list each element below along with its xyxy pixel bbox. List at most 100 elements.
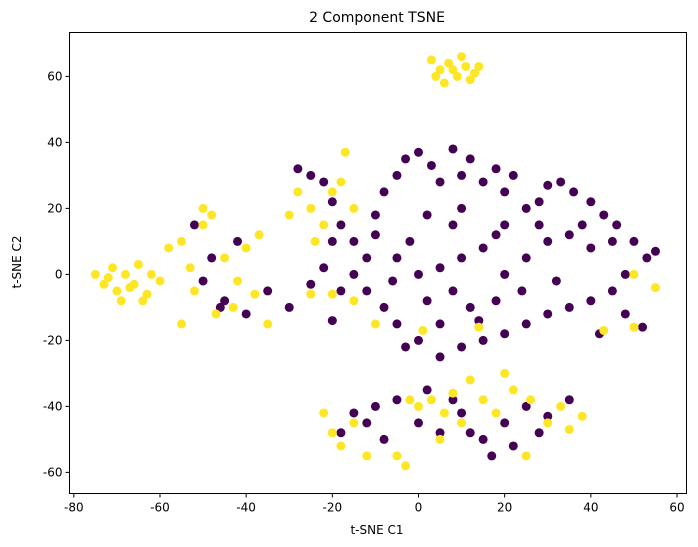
scatter-point	[465, 375, 475, 385]
scatter-point	[500, 418, 510, 428]
scatter-point	[215, 302, 225, 312]
scatter-point	[491, 164, 501, 174]
y-tick-label: 60	[47, 69, 62, 83]
scatter-point	[638, 322, 648, 332]
scatter-point	[327, 236, 337, 246]
scatter-point	[491, 230, 501, 240]
scatter-point	[448, 65, 458, 75]
scatter-point	[228, 302, 238, 312]
scatter-point	[508, 170, 518, 180]
scatter-point	[650, 246, 660, 256]
scatter-point	[392, 170, 402, 180]
x-tick-label: -80	[64, 501, 84, 515]
scatter-point	[401, 154, 411, 164]
scatter-point	[599, 325, 609, 335]
scatter-point	[392, 395, 402, 405]
scatter-point	[478, 395, 488, 405]
scatter-point	[336, 428, 346, 438]
scatter-point	[103, 273, 113, 283]
scatter-point	[370, 401, 380, 411]
scatter-point	[521, 401, 531, 411]
scatter-point	[233, 276, 243, 286]
scatter-point	[521, 451, 531, 461]
scatter-point	[340, 147, 350, 157]
scatter-point	[125, 283, 135, 293]
scatter-point	[112, 286, 122, 296]
scatter-point	[629, 269, 639, 279]
scatter-point	[564, 424, 574, 434]
scatter-point	[336, 441, 346, 451]
scatter-point	[478, 177, 488, 187]
scatter-point	[457, 170, 467, 180]
scatter-point	[448, 220, 458, 230]
plot-frame	[69, 32, 687, 494]
scatter-point	[185, 263, 195, 273]
scatter-point	[431, 71, 441, 81]
scatter-point	[319, 220, 329, 230]
y-tick-label: 0	[55, 267, 63, 281]
scatter-point	[392, 451, 402, 461]
scatter-point	[426, 55, 436, 65]
scatter-point	[500, 329, 510, 339]
scatter-point	[556, 401, 566, 411]
scatter-point	[414, 335, 424, 345]
scatter-point	[457, 418, 467, 428]
y-tick-label: -20	[43, 333, 63, 347]
scatter-point	[379, 434, 389, 444]
scatter-point	[465, 428, 475, 438]
scatter-point	[491, 296, 501, 306]
scatter-point	[435, 65, 445, 75]
scatter-point	[526, 395, 536, 405]
scatter-point	[405, 236, 415, 246]
scatter-point	[121, 269, 131, 279]
scatter-point	[207, 210, 217, 220]
scatter-point	[349, 236, 359, 246]
scatter-point	[133, 259, 143, 269]
scatter-point	[233, 236, 243, 246]
scatter-point	[474, 316, 484, 326]
scatter-point	[349, 408, 359, 418]
scatter-point	[405, 395, 415, 405]
scatter-point	[448, 395, 458, 405]
scatter-point	[586, 243, 596, 253]
scatter-point	[220, 296, 230, 306]
scatter-point	[577, 411, 587, 421]
scatter-point	[414, 418, 424, 428]
scatter-point	[564, 395, 574, 405]
scatter-point	[263, 319, 273, 329]
scatter-point	[319, 177, 329, 187]
scatter-point	[306, 170, 316, 180]
scatter-point	[465, 75, 475, 85]
scatter-point	[465, 302, 475, 312]
scatter-point	[422, 385, 432, 395]
scatter-point	[435, 434, 445, 444]
scatter-point	[422, 296, 432, 306]
scatter-point	[349, 203, 359, 213]
scatter-point	[457, 342, 467, 352]
scatter-point	[177, 319, 187, 329]
scatter-point	[642, 253, 652, 263]
scatter-point	[349, 296, 359, 306]
scatter-point	[448, 388, 458, 398]
scatter-point	[457, 52, 467, 62]
y-tick-label: -40	[43, 399, 63, 413]
scatter-point	[327, 316, 337, 326]
scatter-point	[543, 309, 553, 319]
chart-title: 2 Component TSNE	[309, 10, 445, 26]
scatter-point	[521, 203, 531, 213]
scatter-point	[349, 269, 359, 279]
scatter-point	[599, 210, 609, 220]
scatter-point	[543, 236, 553, 246]
scatter-point	[543, 418, 553, 428]
scatter-point	[650, 283, 660, 293]
scatter-point	[370, 210, 380, 220]
scatter-point	[349, 418, 359, 428]
scatter-point	[284, 210, 294, 220]
scatter-point	[379, 302, 389, 312]
scatter-point	[108, 263, 118, 273]
x-tick-label: -20	[323, 501, 343, 515]
scatter-point	[327, 428, 337, 438]
scatter-point	[401, 461, 411, 471]
scatter-point	[293, 164, 303, 174]
